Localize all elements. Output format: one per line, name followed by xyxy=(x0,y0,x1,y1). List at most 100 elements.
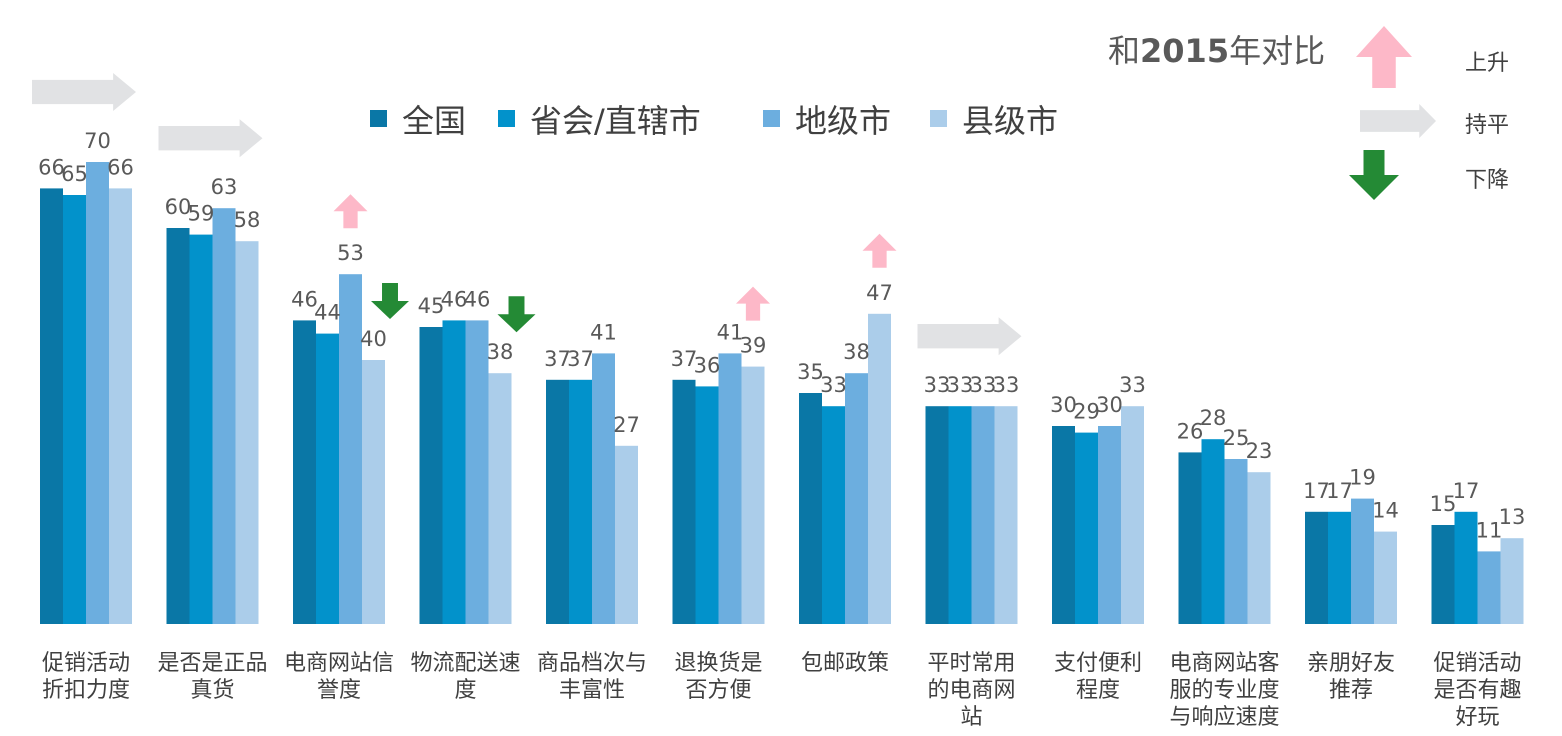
bar xyxy=(925,406,949,624)
data-label: 33 xyxy=(947,373,974,397)
bar xyxy=(488,373,512,624)
down-arrow-icon xyxy=(371,283,409,319)
down-arrow-icon xyxy=(1349,150,1399,200)
bar xyxy=(695,386,719,624)
bar xyxy=(592,353,615,624)
up-arrow-icon xyxy=(333,194,368,229)
category-label: 亲朋好友推荐 xyxy=(1307,651,1395,703)
data-label: 70 xyxy=(84,129,111,153)
bar xyxy=(166,228,190,624)
up-arrow-icon xyxy=(1356,26,1412,88)
data-label: 46 xyxy=(464,287,491,311)
legend-swatch xyxy=(498,110,515,127)
bar xyxy=(799,393,822,624)
data-label: 11 xyxy=(1476,518,1503,542)
bar xyxy=(212,208,236,624)
category-label: 促销活动折扣力度 xyxy=(42,651,130,703)
data-label: 65 xyxy=(61,162,88,186)
data-label: 37 xyxy=(671,347,698,371)
bar xyxy=(442,320,466,624)
legend-label: 县级市 xyxy=(962,102,1058,140)
bar xyxy=(1052,426,1075,624)
data-label: 37 xyxy=(544,347,571,371)
data-label: 17 xyxy=(1303,479,1330,503)
data-label: 47 xyxy=(866,281,893,305)
legend: 全国 省会/直辖市 地级市 县级市 xyxy=(370,102,1058,140)
category-label: 物流配送速度 xyxy=(410,651,520,703)
data-label: 28 xyxy=(1200,406,1227,430)
right-arrow-icon xyxy=(158,119,263,158)
data-label: 40 xyxy=(360,327,387,351)
data-label: 44 xyxy=(314,301,341,325)
up-arrow-icon xyxy=(862,233,897,268)
bar xyxy=(569,379,592,624)
bar xyxy=(1374,531,1397,624)
data-label: 36 xyxy=(694,353,721,377)
data-label: 60 xyxy=(165,195,192,219)
bar xyxy=(1477,551,1501,624)
right-arrow-icon xyxy=(32,73,136,111)
legend-label: 地级市 xyxy=(795,102,891,140)
data-label: 58 xyxy=(234,208,261,232)
bar xyxy=(546,379,569,624)
legend-label: 全国 xyxy=(402,102,466,140)
bar xyxy=(718,353,742,624)
legend-swatch xyxy=(370,110,387,127)
bar xyxy=(1431,525,1455,624)
data-label: 41 xyxy=(717,320,744,344)
comparison-key-label: 上升 xyxy=(1465,51,1509,76)
bar xyxy=(362,360,385,624)
data-label: 45 xyxy=(418,294,445,318)
data-label: 33 xyxy=(970,373,997,397)
bar xyxy=(1178,452,1202,624)
legend-swatch xyxy=(763,110,780,127)
bar xyxy=(1328,511,1351,624)
legend-label: 省会/直辖市 xyxy=(530,102,701,140)
bar xyxy=(1201,439,1225,624)
comparison-key-label: 下降 xyxy=(1465,168,1509,193)
bar xyxy=(615,445,638,624)
bar xyxy=(189,234,213,624)
bar xyxy=(86,162,109,624)
bar xyxy=(1224,459,1248,624)
data-label: 13 xyxy=(1499,505,1526,529)
bar xyxy=(994,406,1018,624)
bar xyxy=(1247,472,1271,624)
bar xyxy=(1075,432,1098,624)
data-label: 33 xyxy=(820,373,847,397)
bar xyxy=(293,320,316,624)
bar xyxy=(868,313,891,624)
bar xyxy=(1351,498,1374,624)
data-label: 30 xyxy=(1096,393,1123,417)
category-label: 促销活动是否有趣好玩 xyxy=(1433,651,1521,730)
data-label: 53 xyxy=(337,241,364,265)
data-label: 33 xyxy=(1119,373,1146,397)
bar xyxy=(845,373,868,624)
data-label: 23 xyxy=(1246,439,1273,463)
bar xyxy=(1454,511,1478,624)
bar xyxy=(419,327,443,624)
bar xyxy=(109,188,132,624)
data-label: 14 xyxy=(1372,499,1399,523)
comparison-key-title: 和2015年对比 xyxy=(1108,32,1325,70)
data-label: 63 xyxy=(211,175,238,199)
bar xyxy=(1098,426,1121,624)
data-label: 46 xyxy=(441,287,468,311)
data-label: 19 xyxy=(1349,466,1376,490)
category-label: 电商网站客服的专业度与响应速度 xyxy=(1169,651,1279,730)
bar xyxy=(63,195,86,624)
down-arrow-icon xyxy=(497,296,536,333)
data-label: 17 xyxy=(1453,479,1480,503)
data-label: 37 xyxy=(567,347,594,371)
category-label: 是否是正品真货 xyxy=(157,651,267,703)
data-label: 17 xyxy=(1326,479,1353,503)
category-label: 平时常用的电商网站 xyxy=(927,651,1015,730)
data-label: 26 xyxy=(1177,419,1204,443)
category-label: 商品档次与丰富性 xyxy=(537,651,647,703)
bar xyxy=(948,406,972,624)
data-label: 38 xyxy=(487,340,514,364)
right-arrow-icon xyxy=(917,317,1022,356)
bar xyxy=(822,406,845,624)
